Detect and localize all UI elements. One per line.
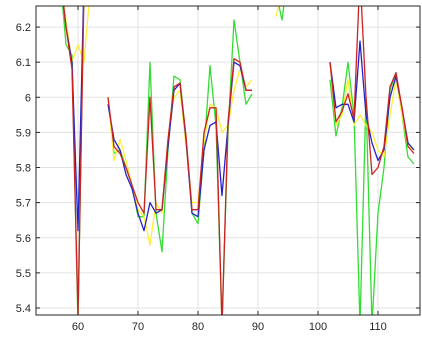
series-line-1 [329, 62, 415, 158]
series-line-3 [107, 58, 252, 315]
x-tick-label: 110 [369, 321, 387, 333]
x-tick-label: 60 [72, 321, 84, 333]
tick-marks [36, 6, 420, 315]
y-tick-label: 6.1 [16, 57, 31, 69]
series-line-1 [63, 6, 90, 63]
x-tick-label: 80 [192, 321, 204, 333]
series-line-0 [278, 6, 285, 21]
x-tick-label: 100 [309, 321, 327, 333]
axes-frame [35, 5, 421, 316]
tick-labels: 60 70 80 90 100 110 5.4 5.5 5.6 5.7 5.8 5.9 6 6.1 6.2 [16, 22, 387, 333]
y-tick-label: 6 [25, 92, 31, 104]
y-tick-label: 5.9 [16, 127, 31, 139]
y-tick-label: 5.7 [16, 198, 31, 210]
plot-area [36, 6, 420, 315]
x-tick-label: 70 [132, 321, 144, 333]
y-tick-label: 6.2 [16, 22, 31, 34]
series-line-3 [329, 6, 415, 176]
series-line-1 [275, 6, 280, 17]
axes-box [35, 5, 421, 316]
x-tick-label: 90 [252, 321, 264, 333]
y-tick-label: 5.5 [16, 268, 31, 280]
y-tick-label: 5.4 [16, 303, 31, 315]
series-lines [62, 6, 415, 315]
y-tick-label: 5.8 [16, 163, 31, 175]
series-line-3 [62, 6, 85, 315]
y-tick-label: 5.6 [16, 233, 31, 245]
